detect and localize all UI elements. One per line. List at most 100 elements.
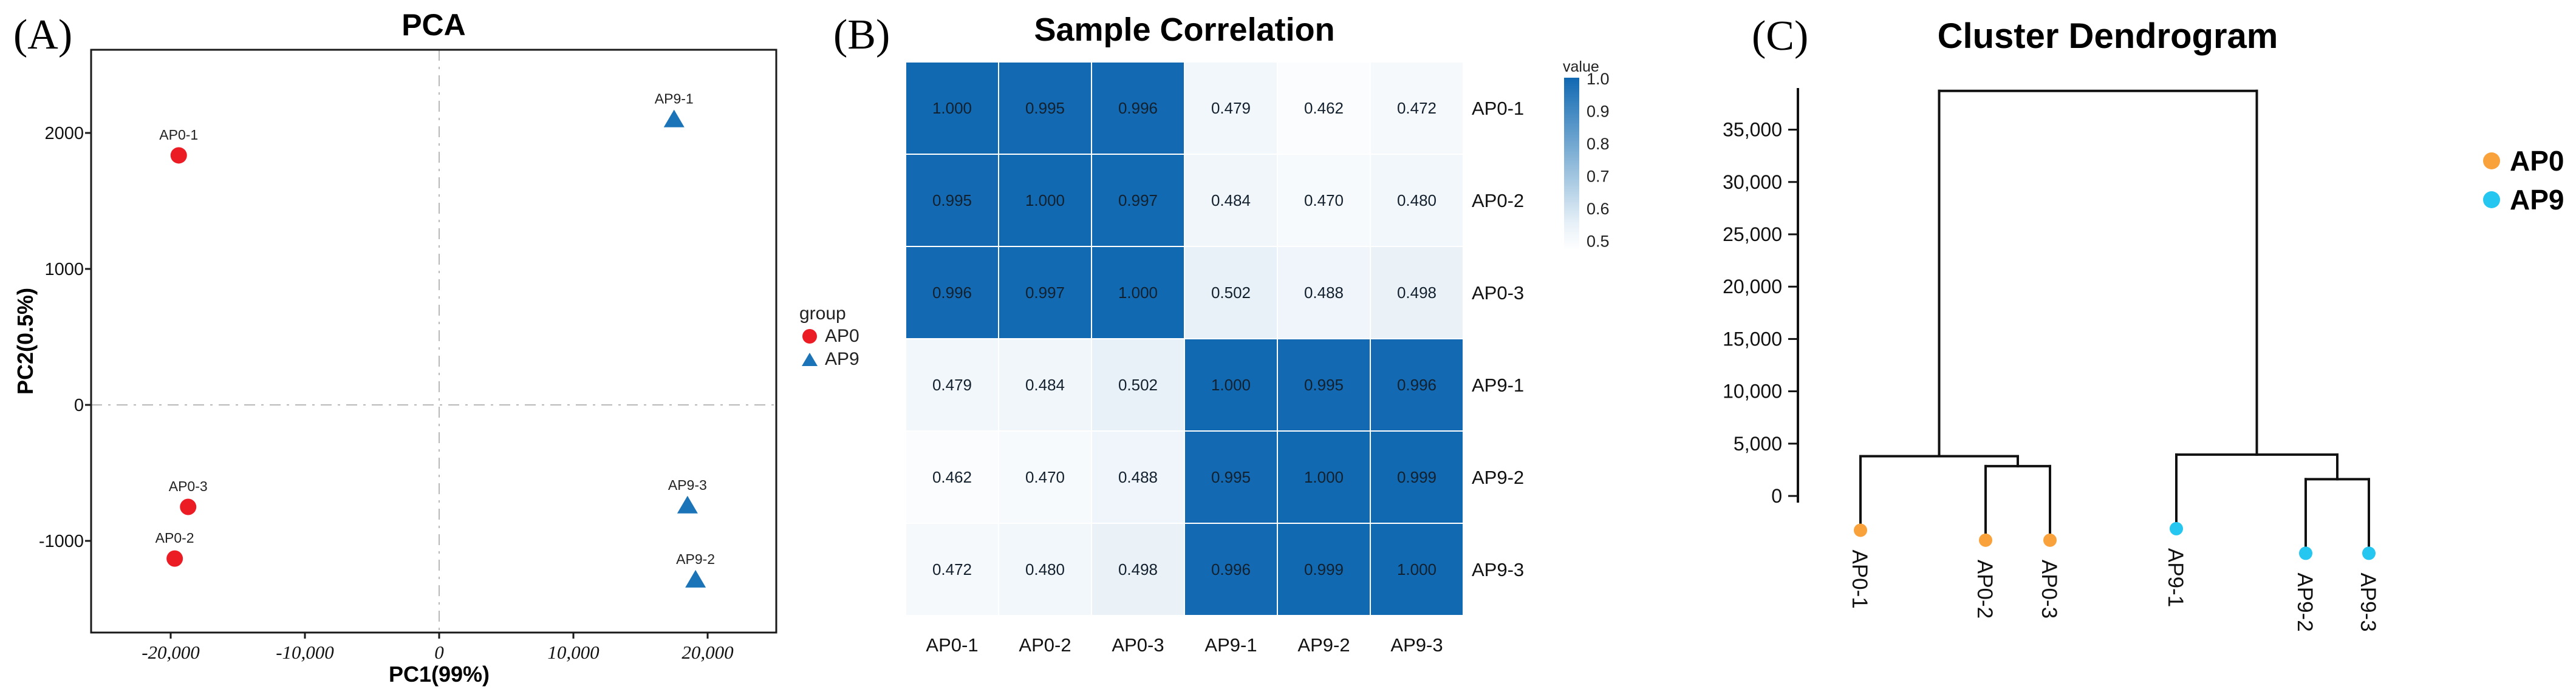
ap9-triangle-icon	[799, 353, 820, 366]
heatmap-col-label: AP0-1	[926, 634, 978, 656]
heatmap-cell-value: 0.480	[1397, 191, 1437, 209]
correlation-title: Sample Correlation	[1034, 12, 1335, 48]
pca-y-tick-label: 2000	[44, 124, 84, 143]
heatmap-cell-value: 0.462	[1304, 99, 1344, 117]
heatmap-cell-AP9-3-AP9-3	[1370, 523, 1464, 616]
heatmap-col-label: AP9-3	[1390, 634, 1443, 656]
heatmap-cell-value: 0.999	[1397, 468, 1437, 486]
heatmap-cell-value: 0.484	[1211, 191, 1251, 209]
heatmap-cell-AP0-3-AP9-3	[1370, 246, 1464, 339]
pca-x-tick-label: -10,000	[276, 642, 334, 663]
dendro-leaf-label: AP0-1	[1848, 549, 1871, 608]
ap9-dot-icon	[2483, 191, 2500, 208]
dendro-leaf-dot-AP0-3	[2043, 533, 2057, 547]
heatmap-cell-AP9-3-AP9-1	[1184, 523, 1278, 616]
dendro-leaf-dot-AP0-2	[1979, 533, 1992, 547]
heatmap-cell-value: 0.472	[1397, 99, 1437, 117]
heatmap-cell-value: 0.502	[1118, 376, 1158, 394]
heatmap-cell-AP0-1-AP9-1	[1184, 61, 1278, 155]
heatmap-cell-value: 0.996	[1118, 99, 1158, 117]
heatmap-cell-value: 0.498	[1397, 283, 1437, 302]
heatmap-cell-value: 0.470	[1025, 468, 1065, 486]
dendro-leaf-dot-AP9-3	[2362, 546, 2376, 560]
heatmap-col-label: AP9-1	[1204, 634, 1257, 656]
heatmap-cell-value: 1.000	[1397, 560, 1437, 579]
heatmap-cell-value: 0.484	[1025, 376, 1065, 394]
ap0-dot-icon	[2483, 152, 2500, 169]
dendro-y-tick-label: 5,000	[1734, 433, 1782, 455]
dendro-legend-entry-ap9: AP9	[2483, 183, 2564, 216]
heatmap-cell-value: 0.479	[1211, 99, 1251, 117]
heatmap-cell-AP9-1-AP9-2	[1277, 338, 1371, 432]
pca-point-AP0-3	[180, 498, 197, 515]
heatmap-col-label: AP0-3	[1112, 634, 1164, 656]
pca-point-AP9-3	[677, 495, 698, 514]
colorbar-tick-label: 0.5	[1587, 232, 1610, 251]
heatmap-cell-AP0-3-AP0-2	[998, 246, 1092, 339]
pca-point-AP9-2	[685, 569, 706, 588]
pca-x-tick-label: 20,000	[682, 642, 734, 663]
pca-legend-title: group	[799, 304, 846, 324]
pca-legend-label-ap9: AP9	[825, 349, 859, 369]
panel-a-letter: (A)	[13, 12, 73, 58]
pca-x-tick-label: 10,000	[547, 642, 600, 663]
dendro-leaf-label: AP0-2	[1973, 560, 1997, 619]
heatmap-row-label: AP0-1	[1472, 98, 1524, 119]
dendro-leaf-dot-AP0-1	[1854, 523, 1867, 537]
heatmap-cell-value: 0.996	[932, 283, 972, 302]
heatmap-cell-AP9-3-AP0-2	[998, 523, 1092, 616]
pca-legend-entry-ap9: AP9	[799, 348, 859, 370]
dendro-leaf-label: AP9-3	[2356, 572, 2380, 631]
heatmap-cell-value: 0.480	[1025, 560, 1065, 579]
heatmap-cell-AP0-1-AP0-1	[905, 61, 999, 155]
colorbar-tick-label: 1.0	[1587, 70, 1610, 88]
heatmap-cell-AP0-2-AP9-3	[1370, 154, 1464, 247]
heatmap-cell-value: 0.498	[1118, 560, 1158, 579]
pca-legend-label-ap0: AP0	[825, 326, 859, 346]
heatmap-cell-value: 0.996	[1397, 376, 1437, 394]
heatmap-row-label: AP9-2	[1472, 467, 1524, 488]
heatmap-cell-AP0-2-AP9-1	[1184, 154, 1278, 247]
heatmap-col-label: AP0-2	[1019, 634, 1071, 656]
pca-title: PCA	[401, 8, 466, 42]
pca-point-AP9-1	[663, 109, 685, 127]
pca-y-tick-label: -1000	[39, 532, 84, 551]
pca-point-AP0-1	[170, 147, 187, 164]
dendro-leaf-label: AP0-3	[2037, 560, 2061, 619]
heatmap-cell-AP0-1-AP0-3	[1091, 61, 1185, 155]
heatmap-cell-AP9-3-AP0-1	[905, 523, 999, 616]
pca-point-AP0-2	[166, 550, 183, 567]
colorbar-tick-label: 0.8	[1587, 135, 1610, 153]
pca-point-label: AP9-3	[668, 477, 707, 493]
colorbar-tick-label: 0.9	[1587, 103, 1610, 121]
pca-plot-border	[90, 49, 777, 634]
heatmap-cell-AP9-1-AP0-2	[998, 338, 1092, 432]
pca-y-tick-label: 1000	[44, 260, 84, 279]
heatmap-cell-value: 0.996	[1211, 560, 1251, 579]
heatmap-cell-value: 0.470	[1304, 191, 1344, 209]
dendro-legend-label-ap9: AP9	[2510, 184, 2564, 216]
heatmap-cell-AP9-2-AP0-3	[1091, 430, 1185, 524]
heatmap-cell-value: 1.000	[1118, 283, 1158, 302]
dendro-leaf-label: AP9-1	[2164, 548, 2187, 607]
heatmap-cell-AP0-3-AP0-3	[1091, 246, 1185, 339]
pca-y-tick-label: 0	[74, 396, 84, 415]
heatmap-cell-value: 1.000	[932, 99, 972, 117]
heatmap-cell-value: 0.502	[1211, 283, 1251, 302]
pca-x-tick-label: -20,000	[142, 642, 200, 663]
heatmap-row-label: AP0-2	[1472, 190, 1524, 211]
heatmap-cell-value: 0.472	[932, 560, 972, 579]
heatmap-cell-value: 0.995	[1304, 376, 1344, 394]
dendro-y-tick-label: 0	[1771, 485, 1782, 507]
dendro-legend-entry-ap0: AP0	[2483, 144, 2564, 177]
pca-x-tick-label: 0	[434, 642, 444, 663]
heatmap-cell-AP9-3-AP9-2	[1277, 523, 1371, 616]
heatmap-cell-value: 0.488	[1304, 283, 1344, 302]
dendro-leaf-dot-AP9-2	[2299, 546, 2312, 560]
colorbar-gradient	[1564, 78, 1579, 250]
heatmap-cell-AP9-1-AP0-3	[1091, 338, 1185, 432]
pca-point-label: AP9-2	[676, 551, 715, 567]
colorbar-tick-label: 0.6	[1587, 200, 1610, 218]
heatmap-cell-value: 0.999	[1304, 560, 1344, 579]
